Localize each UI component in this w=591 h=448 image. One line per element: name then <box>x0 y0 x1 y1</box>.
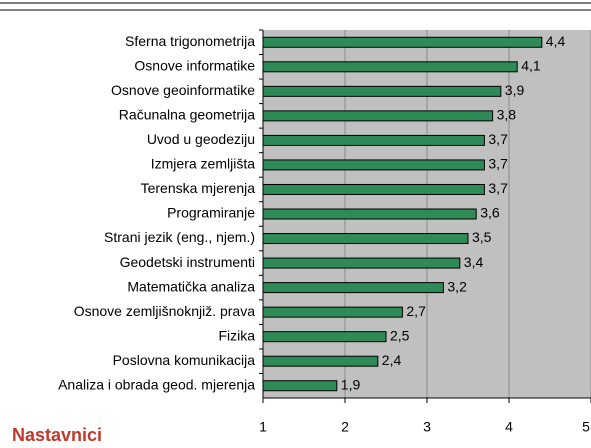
bar <box>262 183 485 195</box>
value-label: 2,4 <box>382 352 402 368</box>
y-tick-label: Izmjera zemljišta <box>151 156 255 172</box>
y-tick-label: Sferna trigonometrija <box>125 33 255 49</box>
value-label: 3,7 <box>488 156 508 172</box>
bar <box>262 233 469 245</box>
bar <box>262 208 477 220</box>
value-label: 3,6 <box>480 205 500 221</box>
y-tick-label: Osnove informatike <box>134 58 255 74</box>
x-tick-label: 1 <box>259 419 267 435</box>
y-tick-label: Analiza i obrada geod. mjerenja <box>58 376 255 392</box>
value-label: 3,8 <box>497 107 517 123</box>
bar <box>262 282 444 294</box>
bar <box>262 306 403 318</box>
y-tick-label: Programiranje <box>167 205 255 221</box>
value-label: 3,7 <box>488 131 508 147</box>
bar <box>262 134 485 146</box>
bar <box>262 36 543 48</box>
value-label: 3,7 <box>488 180 508 196</box>
bar <box>262 61 518 73</box>
value-label: 2,7 <box>406 303 426 319</box>
bar <box>262 380 338 392</box>
y-tick-label: Terenska mjerenja <box>141 180 256 196</box>
value-label: 3,2 <box>447 278 467 294</box>
value-label: 3,5 <box>472 229 492 245</box>
bar <box>262 355 379 367</box>
y-tick-label: Osnove geoinformatike <box>111 82 255 98</box>
x-tick-label: 4 <box>505 419 513 435</box>
y-tick-label: Osnove zemljišnoknjiž. prava <box>74 303 256 319</box>
value-label: 4,4 <box>546 33 566 49</box>
value-label: 3,4 <box>464 254 484 270</box>
bar <box>262 85 502 97</box>
x-tick-label: 5 <box>582 419 590 435</box>
value-label: 4,1 <box>521 58 541 74</box>
x-tick-label: 3 <box>423 419 431 435</box>
y-tick-label: Računalna geometrija <box>119 107 255 123</box>
bar <box>262 257 461 269</box>
chart-title: Nastavnici <box>12 425 102 445</box>
x-tick-label: 2 <box>341 419 349 435</box>
y-tick-label: Geodetski instrumenti <box>120 254 255 270</box>
y-tick-label: Strani jezik (eng., njem.) <box>104 229 255 245</box>
value-label: 3,9 <box>505 82 525 98</box>
y-tick-label: Poslovna komunikacija <box>113 352 256 368</box>
y-tick-label: Matematička analiza <box>127 278 255 294</box>
value-label: 2,5 <box>390 327 410 343</box>
bar <box>262 331 387 343</box>
y-tick-label: Fizika <box>218 327 255 343</box>
bar <box>262 159 485 171</box>
value-label: 1,9 <box>341 376 361 392</box>
bar <box>262 110 494 122</box>
y-tick-label: Uvod u geodeziju <box>147 131 255 147</box>
